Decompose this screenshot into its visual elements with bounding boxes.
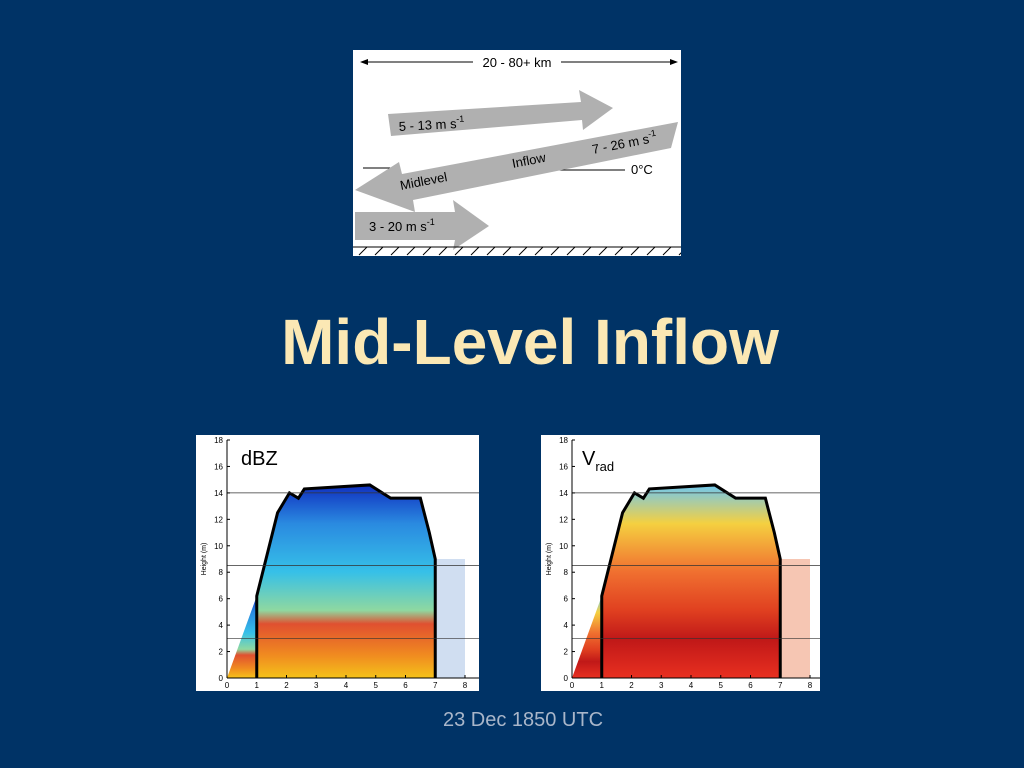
hatch-line <box>646 246 656 256</box>
panel-label: dBZ <box>241 448 278 470</box>
y-tick-label: 0 <box>219 674 224 683</box>
y-tick-label: 2 <box>564 648 569 657</box>
hatch-line <box>518 246 528 256</box>
label: 5 - 13 m s <box>398 116 457 134</box>
label: V <box>582 448 596 470</box>
hatch-line <box>502 246 512 256</box>
x-tick-label: 1 <box>600 681 605 690</box>
echo-outline <box>600 483 782 678</box>
hatch-line <box>470 246 480 256</box>
y-tick-label: 6 <box>564 595 569 604</box>
y-tick-label: 2 <box>219 648 224 657</box>
x-tick-label: 6 <box>403 681 408 690</box>
flow-diagram: 20 - 80+ km 5 - 13 m s-1 0°C Midlevel In… <box>353 50 681 256</box>
x-tick-label: 5 <box>719 681 724 690</box>
hatch-line <box>614 246 624 256</box>
x-tick-label: 4 <box>689 681 694 690</box>
y-tick-label: 8 <box>219 568 224 577</box>
x-tick-label: 0 <box>225 681 230 690</box>
x-tick-label: 5 <box>374 681 379 690</box>
y-tick-label: 18 <box>559 436 568 445</box>
x-tick-label: 8 <box>808 681 813 690</box>
width-label: 20 - 80+ km <box>482 55 551 70</box>
inflow-arrow <box>355 122 678 212</box>
x-tick-label: 7 <box>433 681 438 690</box>
freezing-label: 0°C <box>631 162 653 177</box>
echo-fill <box>256 484 436 678</box>
caption: 23 Dec 1850 UTC <box>442 709 604 731</box>
x-tick-label: 8 <box>463 681 468 690</box>
slide-title: Mid-Level Inflow <box>281 306 779 378</box>
upper-arrow-label: 5 - 13 m s-1 <box>398 114 465 134</box>
hatch-line <box>582 246 592 256</box>
label: dBZ <box>241 448 278 470</box>
y-tick-label: 12 <box>559 515 568 524</box>
x-tick-label: 2 <box>629 681 634 690</box>
inflow-word: Inflow <box>511 150 548 171</box>
y-tick-label: 16 <box>559 462 568 471</box>
label: 3 - 20 m s <box>369 219 427 234</box>
y-tick-label: 18 <box>214 436 223 445</box>
x-tick-label: 6 <box>748 681 753 690</box>
hatch-line <box>390 246 400 256</box>
x-tick-label: 4 <box>344 681 349 690</box>
y-tick-label: 6 <box>219 595 224 604</box>
hatch-line <box>598 246 608 256</box>
y-tick-label: 0 <box>564 674 569 683</box>
hatch-line <box>662 246 672 256</box>
panel-label: Vrad <box>582 448 614 474</box>
hatch-line <box>566 246 576 256</box>
lower-arrow <box>355 200 489 250</box>
arrowhead <box>360 59 368 65</box>
hatch-line <box>630 246 640 256</box>
arrowhead <box>670 59 678 65</box>
hatch-line <box>534 246 544 256</box>
echo-fill <box>572 596 602 678</box>
y-axis-label: Height (m) <box>546 543 553 576</box>
hatch-line <box>374 246 384 256</box>
label-sub: rad <box>595 459 614 474</box>
echo-fill <box>601 484 781 678</box>
hatch-line <box>422 246 432 256</box>
ground-hatch <box>358 246 681 256</box>
y-tick-label: 16 <box>214 462 223 471</box>
echo-outline <box>255 483 437 678</box>
label-bg <box>473 53 561 71</box>
y-axis-label: Height (m) <box>201 543 208 576</box>
y-tick-label: 14 <box>559 489 568 498</box>
x-tick-label: 7 <box>778 681 783 690</box>
x-tick-label: 3 <box>314 681 319 690</box>
y-tick-label: 8 <box>564 568 569 577</box>
y-tick-label: 12 <box>214 515 223 524</box>
y-tick-label: 10 <box>559 542 568 551</box>
sup: -1 <box>427 217 435 227</box>
y-tick-label: 4 <box>219 621 224 630</box>
hatch-line <box>438 246 448 256</box>
x-tick-label: 3 <box>659 681 664 690</box>
echo-fill <box>227 596 257 678</box>
upper-arrow <box>388 90 613 136</box>
hatch-line <box>486 246 496 256</box>
hatch-line <box>678 252 681 256</box>
x-tick-label: 1 <box>255 681 260 690</box>
hatch-line <box>406 246 416 256</box>
lower-arrow-label: 3 - 20 m s-1 <box>369 217 435 234</box>
hatch-line <box>358 246 368 256</box>
y-tick-label: 4 <box>564 621 569 630</box>
sup: -1 <box>456 114 465 124</box>
x-tick-label: 0 <box>570 681 575 690</box>
sup: -1 <box>647 128 657 139</box>
hatch-line <box>550 246 560 256</box>
x-tick-label: 2 <box>284 681 289 690</box>
y-tick-label: 14 <box>214 489 223 498</box>
hatch-line <box>454 246 464 256</box>
echo-fill <box>780 559 810 678</box>
echo-fill <box>435 559 465 678</box>
y-tick-label: 10 <box>214 542 223 551</box>
